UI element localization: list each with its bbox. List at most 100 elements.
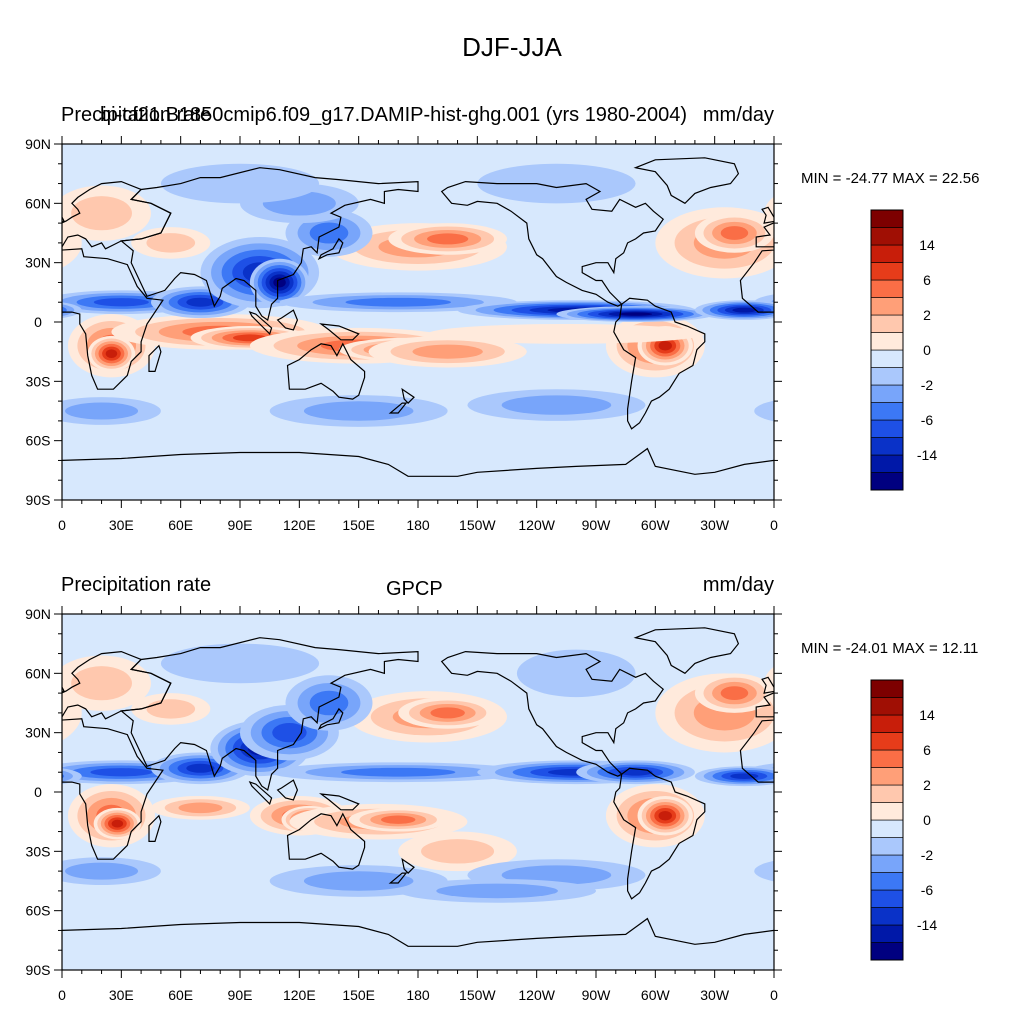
x-tick-label: 120E bbox=[283, 517, 316, 533]
colorbar-label: -2 bbox=[921, 847, 934, 863]
anomaly-contour bbox=[809, 810, 849, 837]
anomaly-contour bbox=[1001, 804, 1024, 840]
x-tick-label: 180 bbox=[406, 987, 430, 1003]
y-tick-label: 90S bbox=[26, 962, 51, 978]
colorbar-swatch bbox=[870, 437, 904, 456]
coastline-africa bbox=[62, 248, 164, 390]
coastline-samerica bbox=[613, 297, 706, 430]
anomaly-contour bbox=[1009, 336, 1024, 356]
y-tick-label: 90S bbox=[26, 492, 51, 508]
x-tick-label: 90W bbox=[582, 517, 612, 533]
coastline-sumatra bbox=[248, 781, 273, 806]
colorbar-label: 14 bbox=[919, 707, 935, 723]
anomaly-contour bbox=[934, 332, 989, 343]
anomaly-contour bbox=[981, 274, 1001, 290]
anomaly-contour bbox=[90, 768, 153, 777]
anomaly-contour bbox=[732, 307, 757, 313]
anomaly-contour bbox=[799, 328, 848, 364]
anomaly-contour bbox=[18, 773, 46, 779]
coastline-nz2 bbox=[388, 872, 408, 884]
anomaly-contour bbox=[789, 321, 857, 371]
anomaly-contour bbox=[975, 191, 1024, 215]
anomaly-contour bbox=[427, 233, 469, 245]
anomaly-contour bbox=[1010, 814, 1024, 825]
map-panel-1: 0 30E 60E 90E 120E 150E 180 150W 120W 90W 60W 30W 09… bbox=[25, 136, 1024, 533]
y-tick-label: 30S bbox=[26, 843, 51, 859]
colorbar-swatch bbox=[870, 679, 904, 698]
anomaly-contour bbox=[813, 813, 846, 835]
colorbar-label: 2 bbox=[923, 777, 931, 793]
y-tick-label: 60S bbox=[26, 433, 51, 449]
coastline-borneo bbox=[990, 310, 1010, 330]
anomaly-contour bbox=[62, 770, 73, 782]
y-tick-label: 90N bbox=[25, 136, 51, 152]
colorbar-swatch bbox=[870, 854, 904, 873]
x-tick-label: 150E bbox=[342, 987, 375, 1003]
colorbar-label: 6 bbox=[923, 742, 931, 758]
anomaly-contour bbox=[807, 341, 840, 366]
anomaly-contour bbox=[985, 277, 997, 287]
colorbar-swatch bbox=[870, 924, 904, 943]
panel2-minmax: MIN = -24.01 MAX = 12.11 bbox=[801, 640, 979, 657]
coastline-europe bbox=[755, 692, 774, 718]
colorbar-swatch bbox=[870, 454, 904, 473]
colorbar-swatch bbox=[870, 837, 904, 856]
colorbar-frame bbox=[870, 209, 904, 491]
anomaly-contour bbox=[345, 297, 451, 307]
coastline-greenland bbox=[633, 627, 740, 675]
anomaly-contour bbox=[894, 326, 970, 338]
anomaly-contour bbox=[818, 349, 830, 358]
coastline-nz1 bbox=[401, 387, 415, 404]
y-tick-label: 60N bbox=[25, 195, 51, 211]
anomaly-contour bbox=[720, 686, 749, 700]
anomaly-contour bbox=[973, 717, 1024, 748]
anomaly-contour bbox=[780, 784, 867, 847]
coastline-samerica bbox=[613, 767, 706, 900]
anomaly-contour bbox=[730, 773, 759, 780]
anomaly-contour bbox=[186, 297, 215, 307]
anomaly-contour bbox=[777, 863, 850, 880]
anomaly-contour bbox=[160, 643, 320, 684]
anomaly-contour bbox=[303, 401, 414, 421]
panel2-units: mm/day bbox=[702, 574, 774, 596]
colorbar-swatch bbox=[870, 297, 904, 316]
colorbar-2: 14 6 2 0 -2 -6 -14 bbox=[870, 679, 937, 961]
anomaly-contour bbox=[873, 164, 1024, 204]
colorbar-label: 6 bbox=[923, 272, 931, 288]
anomaly-contour bbox=[65, 862, 139, 880]
coastline-namerica bbox=[440, 180, 665, 307]
anomaly-contour bbox=[960, 742, 984, 755]
x-tick-label: 150E bbox=[342, 517, 375, 533]
anomaly-contour bbox=[186, 763, 215, 773]
anomaly-contour bbox=[93, 298, 149, 307]
colorbar-swatch bbox=[870, 367, 904, 386]
x-tick-label: 30E bbox=[109, 987, 134, 1003]
colorbar-swatch bbox=[870, 942, 904, 961]
anomaly-contour bbox=[754, 400, 774, 422]
x-tick-label: 60E bbox=[168, 987, 193, 1003]
anomaly-contour bbox=[992, 292, 1024, 312]
anomaly-contour bbox=[937, 729, 1006, 768]
anomaly-contour bbox=[9, 772, 55, 781]
anomaly-contour bbox=[903, 326, 1022, 350]
anomaly-contour bbox=[309, 690, 349, 716]
coastline-namerica bbox=[440, 650, 665, 777]
panel1-left-title: Precipitation rate bbox=[61, 104, 212, 126]
anomaly-contour bbox=[146, 233, 196, 253]
coastline-borneo bbox=[276, 779, 299, 801]
anomaly-contour bbox=[501, 395, 612, 415]
anomaly-contour bbox=[962, 328, 1024, 364]
anomaly-contour bbox=[178, 802, 223, 814]
anomaly-contour bbox=[71, 666, 132, 701]
colorbar-swatch bbox=[870, 419, 904, 438]
anomaly-contour bbox=[978, 271, 1006, 293]
x-tick-label: 150W bbox=[459, 987, 496, 1003]
anomaly-contour bbox=[658, 810, 672, 821]
anomaly-contour bbox=[783, 766, 884, 779]
figure-title: DJF-JJA bbox=[462, 32, 562, 62]
anomaly-contour bbox=[720, 226, 749, 240]
anomaly-contour bbox=[381, 815, 416, 824]
coastline-australia bbox=[286, 812, 366, 870]
panel2-left-title: Precipitation rate bbox=[61, 574, 212, 596]
precip-field-1 bbox=[62, 144, 1024, 500]
